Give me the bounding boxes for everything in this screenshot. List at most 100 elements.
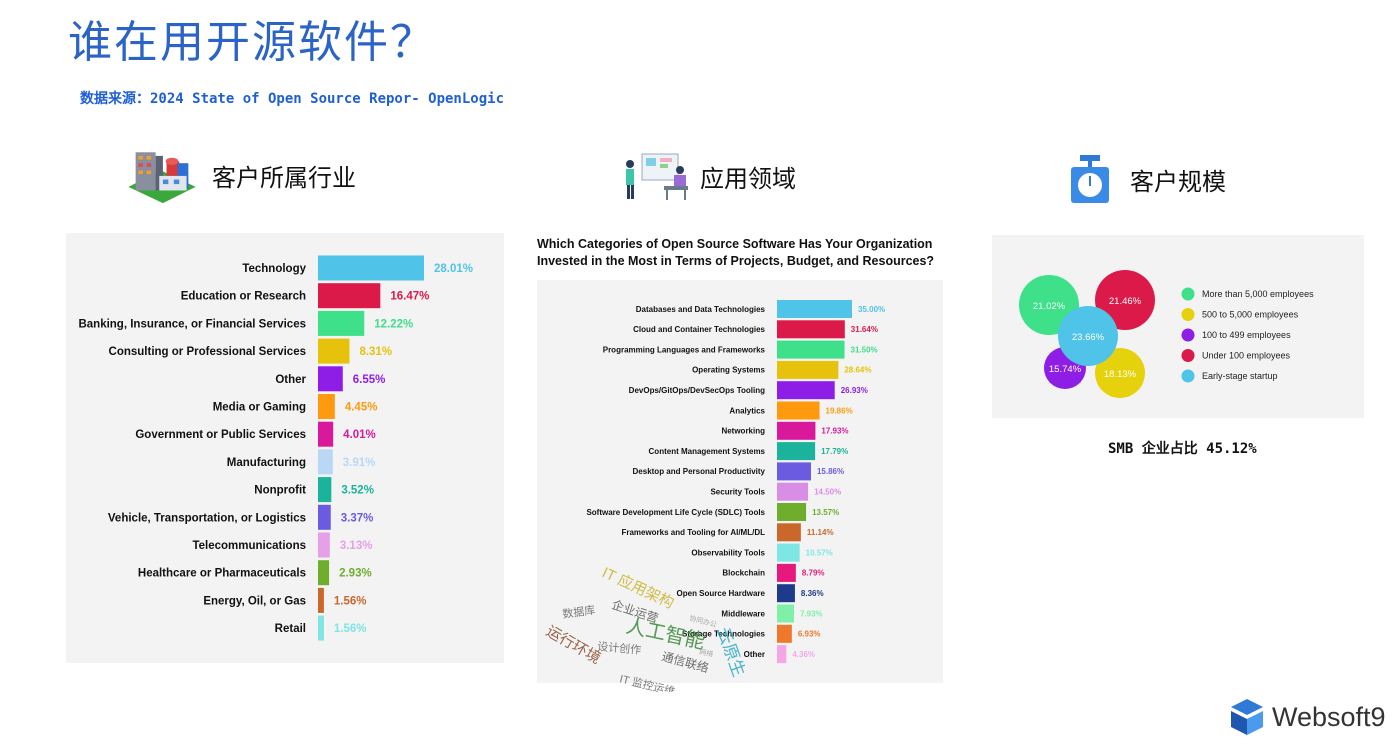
value-label: 3.52% (341, 485, 374, 497)
category-label: Desktop and Personal Productivity (633, 467, 766, 476)
bar (318, 283, 381, 309)
value-label: 4.01% (343, 429, 376, 441)
value-label: 4.45% (345, 402, 378, 414)
bar (318, 587, 324, 613)
bar (777, 503, 807, 521)
category-label: Banking, Insurance, or Financial Service… (78, 318, 306, 330)
bubble (1095, 348, 1145, 398)
value-label: 14.50% (814, 488, 841, 497)
category-label: Open Source Hardware (677, 589, 766, 598)
category-label: Technology (242, 263, 306, 275)
domain-chart-panel: Databases and Data Technologies 35.00% Clo… (537, 280, 943, 692)
value-label: 6.55% (353, 374, 386, 386)
legend-swatch (1181, 369, 1195, 383)
value-label: 28.01% (434, 263, 473, 275)
category-label: Telecommunications (192, 540, 306, 552)
category-label: Government or Public Services (135, 429, 306, 441)
scale-chart-panel: 21.02% 18.13% 15.74% 21.46% 23.66% More than … (992, 235, 1364, 418)
bar (318, 560, 330, 586)
value-label: 4.36% (792, 650, 815, 659)
value-label: 3.91% (343, 457, 376, 469)
wordcloud-word: 运行环境 (543, 622, 604, 668)
value-label: 16.47% (390, 291, 429, 303)
bar (318, 421, 334, 447)
value-label: 28.64% (844, 366, 871, 375)
category-label: Operating Systems (692, 366, 765, 375)
domain-chart-title: Which Categories of Open Source Software… (537, 237, 935, 268)
value-label: 8.79% (802, 569, 825, 578)
value-label: 17.79% (821, 447, 848, 456)
bar (777, 462, 811, 481)
section-industry-label: 客户所属行业 (212, 163, 356, 192)
value-label: 10.57% (806, 548, 833, 557)
legend-swatch (1181, 308, 1195, 321)
bar (777, 360, 839, 379)
bar (777, 442, 816, 461)
bar (318, 338, 350, 364)
bar (777, 401, 820, 420)
legend-swatch (1181, 349, 1195, 362)
bar (777, 523, 801, 542)
category-label: Retail (275, 623, 306, 635)
value-label: 1.56% (334, 595, 367, 607)
legend-swatch (1181, 287, 1195, 301)
page-title: 谁在用开源软件？ (68, 17, 436, 68)
value-label: 17.93% (821, 427, 848, 436)
bar (777, 421, 816, 440)
value-label: 31.50% (851, 345, 878, 354)
bar (318, 310, 365, 336)
legend-label: Early-stage startup (1202, 371, 1278, 381)
value-label: 15.86% (817, 467, 844, 476)
bar (318, 449, 333, 475)
category-label: DevOps/GitOps/DevSecOps Tooling (629, 386, 765, 395)
category-label: Content Management Systems (649, 447, 766, 456)
bar (777, 381, 835, 400)
category-label: Other (275, 374, 306, 386)
category-label: Blockchain (722, 569, 765, 578)
bubble-label: 23.66% (1072, 332, 1105, 343)
section-domain-label: 应用领域 (700, 164, 796, 193)
bar (777, 340, 845, 359)
bar (318, 477, 332, 503)
value-label: 1.56% (334, 623, 367, 635)
cube-logo-icon (1231, 699, 1263, 735)
bar (318, 394, 335, 419)
value-label: 19.86% (826, 406, 853, 415)
bar (777, 482, 809, 501)
category-label: Cloud and Container Technologies (633, 325, 765, 334)
category-label: Storage Technologies (682, 630, 766, 639)
wordcloud-word: 网络 (699, 647, 714, 658)
section-scale: 客户规模 (1068, 153, 1226, 205)
value-label: 26.93% (841, 386, 868, 395)
value-label: 3.37% (341, 512, 374, 524)
bar (777, 604, 794, 623)
value-label: 11.14% (807, 528, 834, 537)
bar (777, 624, 792, 643)
stopwatch-icon (1071, 155, 1109, 203)
bar (777, 543, 800, 562)
category-label: Security Tools (710, 488, 765, 497)
value-label: 35.00% (858, 305, 885, 314)
industry-chart-panel: Technology 28.01% Education or Research 16.… (66, 233, 504, 663)
wordcloud-word: 云原生 (713, 625, 748, 679)
industry-bar-chart: Technology 28.01% Education or Research 16.… (78, 255, 473, 641)
value-label: 2.93% (339, 568, 372, 580)
size-bubble-chart: 21.02% 18.13% 15.74% 21.46% 23.66% More than … (1019, 270, 1314, 398)
category-label: Software Development Life Cycle (SDLC) T… (586, 508, 765, 517)
bar (318, 532, 330, 558)
legend-label: 100 to 499 employees (1202, 330, 1291, 340)
bar (777, 563, 796, 582)
bar (318, 366, 343, 392)
wordcloud-word: 协同办公 (688, 613, 717, 629)
value-label: 8.36% (801, 589, 824, 598)
category-label: Nonprofit (254, 485, 306, 497)
wordcloud-word: 数据库 (561, 603, 596, 621)
bar (318, 255, 424, 281)
section-industry: 客户所属行业 (122, 145, 356, 205)
value-label: 13.57% (812, 508, 839, 517)
wordcloud-word: IT 监控运维 (618, 671, 676, 692)
bar (777, 320, 845, 339)
section-scale-label: 客户规模 (1130, 167, 1226, 196)
bubble-label: 21.02% (1033, 301, 1066, 312)
category-label: Education or Research (181, 291, 306, 303)
